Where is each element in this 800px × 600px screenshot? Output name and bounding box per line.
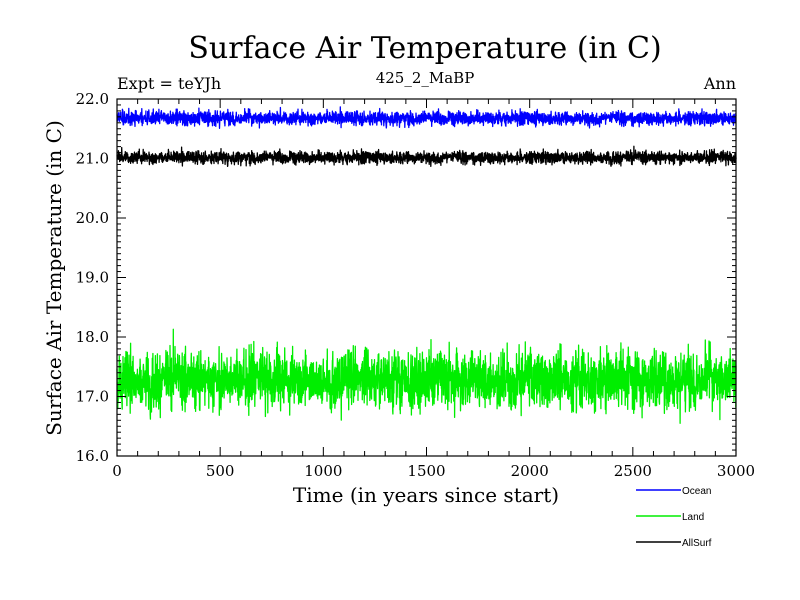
y-axis-label: Surface Air Temperature (in C) [42,120,66,436]
series-line-allsurf [116,145,737,168]
legend-label-ocean: Ocean [682,486,711,497]
legend: Ocean Land AllSurf [636,486,712,549]
legend-label-land: Land [682,512,704,523]
season-label: Ann [703,74,736,93]
y-tick-label: 18.0 [76,328,109,346]
y-tick-label: 17.0 [76,388,109,406]
plot-lines [116,106,737,424]
expt-label: Expt = teYJh [117,74,221,93]
chart-title: Surface Air Temperature (in C) [188,31,661,66]
y-tick-label: 20.0 [76,209,109,227]
y-tick-label: 22.0 [76,90,109,108]
legend-label-allsurf: AllSurf [682,538,712,549]
y-tick-label: 16.0 [76,447,109,465]
x-tick-label: 500 [206,462,235,480]
x-tick-label: 2500 [614,462,652,480]
x-axis-label: Time (in years since start) [293,483,559,507]
y-tick-label: 21.0 [76,150,109,168]
axes: 0 500 1000 1500 2000 2500 3000 16.0 17.0 18.0 19.0… [76,90,756,480]
series-line-land [116,328,737,424]
x-tick-label: 1000 [304,462,342,480]
y-tick-label: 19.0 [76,269,109,287]
series-line-ocean [116,106,737,129]
x-tick-label: 2000 [511,462,549,480]
x-tick-label: 0 [112,462,122,480]
run-label: 425_2_MaBP [376,69,475,87]
x-tick-label: 3000 [717,462,755,480]
x-tick-label: 1500 [407,462,445,480]
